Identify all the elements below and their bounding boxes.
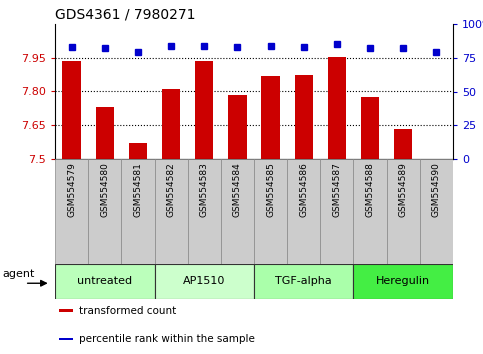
FancyBboxPatch shape [254, 264, 354, 299]
FancyBboxPatch shape [354, 264, 453, 299]
Text: GSM554581: GSM554581 [133, 162, 142, 217]
Bar [261, 76, 280, 159]
Text: agent: agent [3, 269, 35, 279]
Text: GSM554590: GSM554590 [432, 162, 441, 217]
Bar [361, 97, 379, 159]
FancyBboxPatch shape [287, 159, 320, 264]
Bar [62, 61, 81, 159]
FancyBboxPatch shape [420, 159, 453, 264]
Text: GSM554582: GSM554582 [167, 162, 176, 217]
Text: percentile rank within the sample: percentile rank within the sample [79, 334, 255, 344]
FancyBboxPatch shape [55, 264, 155, 299]
Text: GSM554584: GSM554584 [233, 162, 242, 217]
Bar [129, 143, 147, 159]
Text: GSM554587: GSM554587 [332, 162, 341, 217]
Text: AP1510: AP1510 [183, 276, 226, 286]
Text: GSM554589: GSM554589 [399, 162, 408, 217]
Text: GSM554580: GSM554580 [100, 162, 109, 217]
Text: GSM554583: GSM554583 [200, 162, 209, 217]
Text: GSM554579: GSM554579 [67, 162, 76, 217]
Text: TGF-alpha: TGF-alpha [275, 276, 332, 286]
Text: transformed count: transformed count [79, 306, 176, 315]
Text: GSM554588: GSM554588 [366, 162, 375, 217]
Bar [328, 57, 346, 159]
Text: untreated: untreated [77, 276, 132, 286]
FancyBboxPatch shape [354, 159, 387, 264]
FancyBboxPatch shape [221, 159, 254, 264]
Text: GSM554585: GSM554585 [266, 162, 275, 217]
Bar [295, 75, 313, 159]
FancyBboxPatch shape [320, 159, 354, 264]
FancyBboxPatch shape [88, 159, 121, 264]
Text: GSM554586: GSM554586 [299, 162, 308, 217]
FancyBboxPatch shape [188, 159, 221, 264]
FancyBboxPatch shape [121, 159, 155, 264]
Bar [162, 89, 180, 159]
FancyBboxPatch shape [155, 159, 188, 264]
Text: Heregulin: Heregulin [376, 276, 430, 286]
FancyBboxPatch shape [155, 264, 254, 299]
FancyBboxPatch shape [254, 159, 287, 264]
Bar [228, 95, 246, 159]
FancyBboxPatch shape [387, 159, 420, 264]
Bar [59, 338, 73, 340]
Text: GDS4361 / 7980271: GDS4361 / 7980271 [55, 7, 196, 22]
Bar [96, 107, 114, 159]
FancyBboxPatch shape [55, 159, 88, 264]
Bar [59, 309, 73, 312]
Bar [394, 129, 412, 159]
Bar [195, 61, 213, 159]
